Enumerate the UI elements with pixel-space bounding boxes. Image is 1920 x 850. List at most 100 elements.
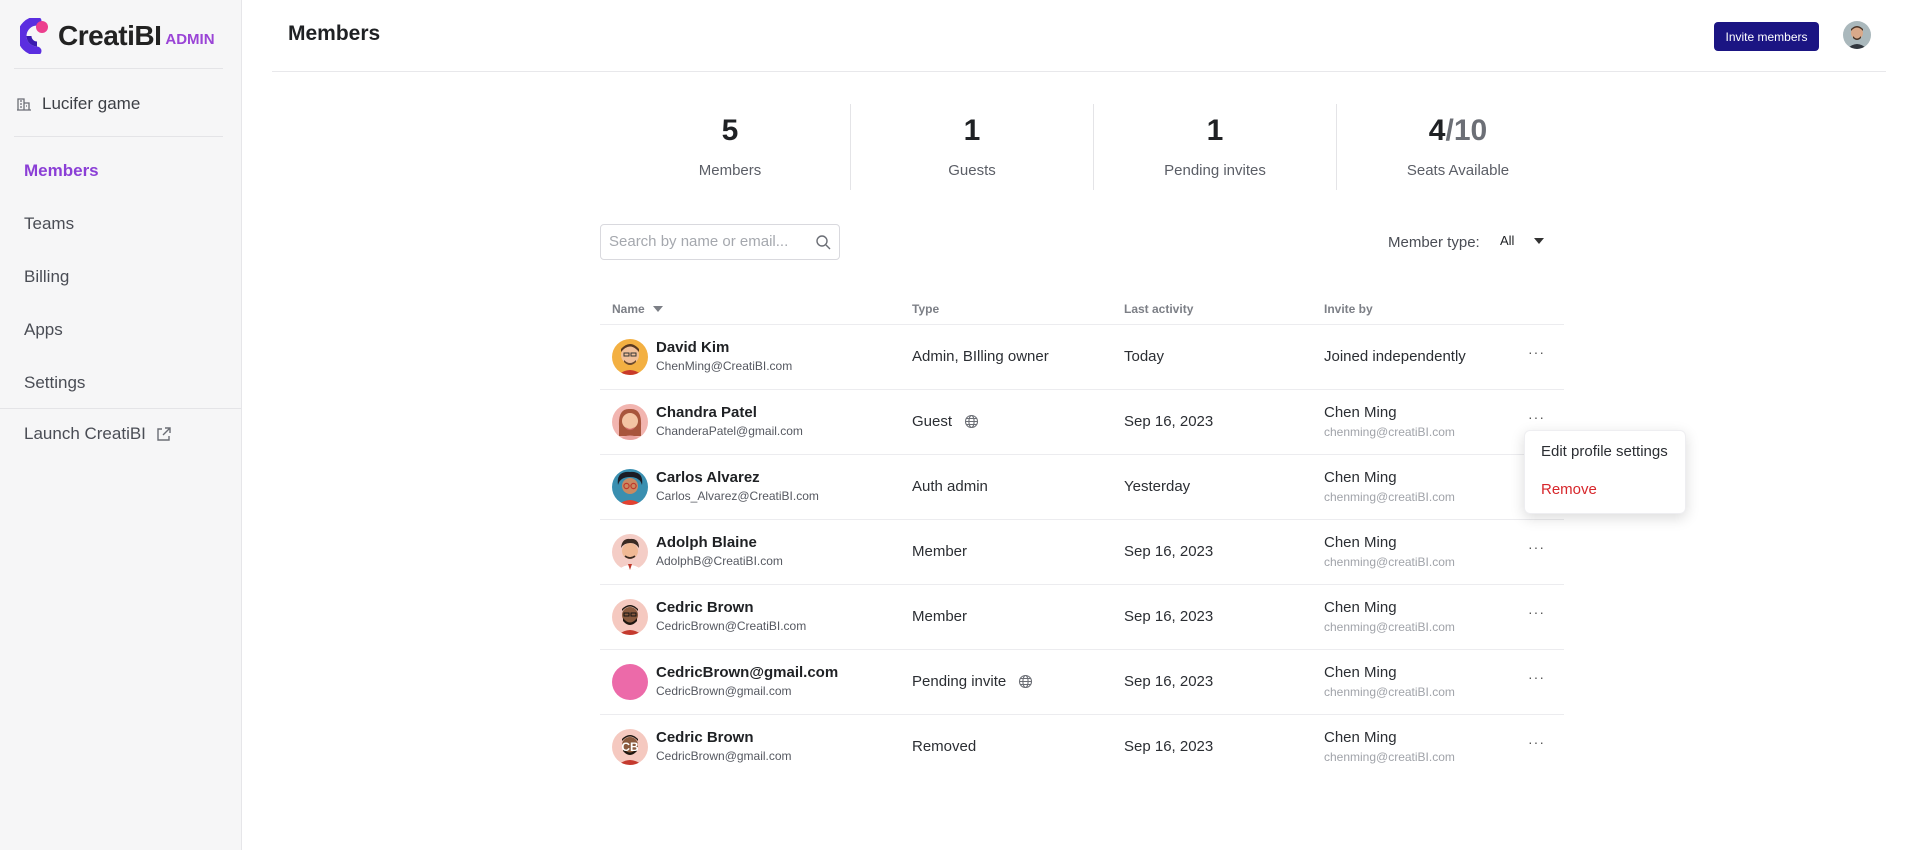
avatar-icon [612,469,648,505]
last-activity: Sep 16, 2023 [1124,673,1214,690]
user-avatar[interactable] [1843,21,1871,49]
table-row[interactable]: Cedric Brown CedricBrown@CreatiBI.com Me… [600,584,1564,648]
avatar-icon [612,599,648,635]
more-actions-button[interactable]: ··· [1528,734,1545,750]
avatar-icon [612,534,648,570]
member-email: CedricBrown@gmail.com [656,749,792,763]
stat-label: Members [698,162,762,179]
sidebar-item-billing[interactable]: Billing [24,267,70,286]
member-name: Cedric Brown [656,599,754,616]
stat-label: Seats Available [1406,162,1510,179]
column-header-name[interactable]: Name [612,302,663,316]
divider [0,408,241,409]
sidebar-item-settings[interactable]: Settings [24,373,86,392]
member-type: Member [912,543,967,560]
sidebar-item-members[interactable]: Members [24,161,99,180]
member-type-text: Admin, BIlling owner [912,348,1049,365]
sidebar-item-teams[interactable]: Teams [24,214,75,233]
avatar [612,339,648,375]
remove-menu-item[interactable]: Remove [1541,481,1597,498]
avatar [612,469,648,505]
caret-down-icon [1534,237,1545,244]
invite-members-button[interactable]: Invite members [1714,22,1819,51]
divider [14,136,223,137]
launch-link[interactable]: Launch CreatiBI [24,424,171,444]
invited-by-email: chenming@creatiBI.com [1324,425,1455,439]
sidebar: CreatiBI ADMIN Lucifer game Members Team… [0,0,242,850]
globe-icon [1019,674,1033,689]
table-row[interactable]: CB Cedric Brown CedricBrown@gmail.com Re… [600,714,1564,778]
seats-used: 4 [1428,114,1446,147]
stat-label: Guests [948,162,996,179]
workspace-switcher[interactable]: Lucifer game [16,92,140,116]
avatar: CB [612,729,648,765]
invited-by-email: chenming@creatiBI.com [1324,620,1455,634]
last-activity: Sep 16, 2023 [1124,738,1214,755]
search-icon[interactable] [815,234,831,250]
member-name: Adolph Blaine [656,534,757,551]
brand-tag: ADMIN [165,30,215,48]
avatar [612,599,648,635]
invited-by-email: chenming@creatiBI.com [1324,750,1455,764]
column-label: Last activity [1124,302,1194,316]
table-row[interactable]: Chandra Patel ChanderaPatel@gmail.com Gu… [600,389,1564,453]
search-input[interactable] [609,233,809,250]
member-type-text: Guest [912,413,953,430]
invited-by: Chen Ming [1324,534,1397,551]
more-actions-button[interactable]: ··· [1528,669,1545,685]
invited-by: Joined independently [1324,348,1466,365]
member-type: Pending invite [912,673,1033,690]
avatar [612,534,648,570]
last-activity: Sep 16, 2023 [1124,413,1214,430]
table-row[interactable]: Carlos Alvarez Carlos_Alvarez@CreatiBI.c… [600,454,1564,518]
stat-divider [850,104,851,190]
avatar-placeholder [612,664,648,700]
sidebar-item-apps[interactable]: Apps [24,320,63,339]
stat-value: 4/10 [1338,114,1578,148]
more-actions-button[interactable]: ··· [1528,604,1545,620]
brand-logo[interactable]: CreatiBI ADMIN [20,17,215,55]
last-activity: Sep 16, 2023 [1124,543,1214,560]
workspace-name: Lucifer game [42,94,141,113]
member-type-value: All [1500,233,1515,248]
member-email: ChenMing@CreatiBI.com [656,359,793,373]
member-type-text: Member [912,608,968,625]
stat-value: 1 [963,114,981,147]
column-header-type: Type [912,302,939,316]
member-type-select[interactable]: All [1500,233,1545,248]
more-actions-button[interactable]: ··· [1528,344,1545,360]
stat-members: 5 Members [610,104,850,190]
last-activity: Yesterday [1124,478,1191,495]
avatar-icon [612,339,648,375]
launch-label: Launch CreatiBI [24,424,146,443]
brand-logo-icon [20,18,48,54]
member-name: Chandra Patel [656,404,757,421]
member-type-text: Removed [912,738,977,755]
page-title: Members [288,22,381,45]
avatar-icon [612,404,648,440]
invited-by: Chen Ming [1324,469,1397,486]
member-type: Member [912,608,967,625]
table-row[interactable]: CedricBrown@gmail.com CedricBrown@gmail.… [600,649,1564,713]
member-type-text: Pending invite [912,673,1007,690]
user-avatar-icon [1843,21,1871,49]
member-name: David Kim [656,339,730,356]
avatar [612,404,648,440]
seats-total: /10 [1445,114,1488,147]
member-email: CedricBrown@CreatiBI.com [656,619,807,633]
more-actions-button[interactable]: ··· [1528,409,1545,425]
table-row[interactable]: David Kim ChenMing@CreatiBI.com Admin, B… [600,324,1564,388]
member-name: Carlos Alvarez [656,469,760,486]
column-label: Type [912,302,940,316]
member-name: Cedric Brown [656,729,754,746]
more-actions-button[interactable]: ··· [1528,539,1545,555]
stat-pending-invites: 1 Pending invites [1095,104,1335,190]
table-row[interactable]: Adolph Blaine AdolphB@CreatiBI.com Membe… [600,519,1564,583]
member-email: AdolphB@CreatiBI.com [656,554,783,568]
member-type: Admin, BIlling owner [912,348,1049,365]
column-header-invite-by: Invite by [1324,302,1373,316]
search-box [600,224,840,260]
column-header-last-activity: Last activity [1124,302,1193,316]
edit-profile-settings-menu-item[interactable]: Edit profile settings [1541,443,1668,460]
invited-by-email: chenming@creatiBI.com [1324,490,1455,504]
